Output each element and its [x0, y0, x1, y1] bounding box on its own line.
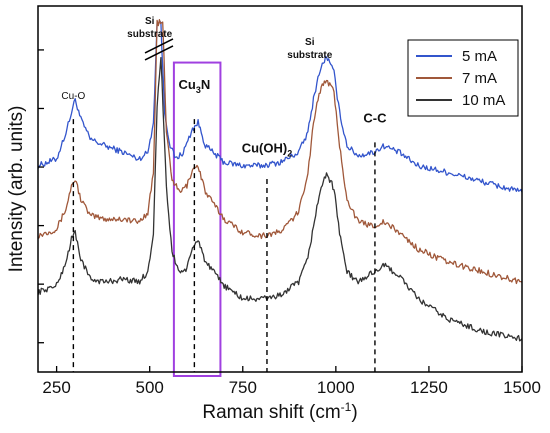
si-substrate-label-0-1: substrate	[127, 29, 172, 40]
vertical-marker-layer: Cu-O Cu3N Cu(OH)2 C-C	[61, 77, 387, 372]
x-tick-label-1: 500	[136, 378, 164, 397]
axis-break-mark	[144, 38, 174, 61]
cu3n-highlight-box	[172, 61, 222, 378]
series-line-7-ma	[38, 19, 522, 285]
x-tick-label-0: 250	[42, 378, 70, 397]
legend-label-0: 5 mA	[462, 48, 497, 65]
series-layer	[38, 19, 522, 342]
plot-frame	[37, 5, 523, 373]
marker-label-1: Cu3N	[178, 77, 210, 95]
marker-label-2: Cu(OH)2	[242, 140, 293, 158]
si-substrate-label-1-1: substrate	[287, 50, 332, 61]
x-tick-label-4: 1250	[410, 378, 448, 397]
legend-label-1: 7 mA	[462, 70, 497, 87]
si-substrate-label-0-0: Si	[145, 16, 155, 27]
series-line-5-ma	[38, 20, 522, 193]
axis-layer: 250 500 750 1000 1250 1500 Raman shift (cm-1) I…	[6, 5, 541, 423]
legend-label-2: 10 mA	[462, 92, 505, 109]
y-axis-title: Intensity (arb. units)	[6, 106, 27, 273]
x-tick-label-5: 1500	[503, 378, 541, 397]
series-line-10-ma	[38, 57, 522, 342]
x-axis-title: Raman shift (cm-1)	[202, 400, 357, 423]
si-substrate-label-1-0: Si	[305, 37, 315, 48]
annotation-layer: Si substrate Si substrate	[127, 16, 333, 61]
x-tick-label-3: 1000	[317, 378, 355, 397]
legend: 5 mA 7 mA 10 mA	[407, 39, 519, 117]
marker-label-0: Cu-O	[61, 91, 85, 102]
x-tick-label-2: 750	[229, 378, 257, 397]
marker-label-3: C-C	[363, 110, 387, 125]
